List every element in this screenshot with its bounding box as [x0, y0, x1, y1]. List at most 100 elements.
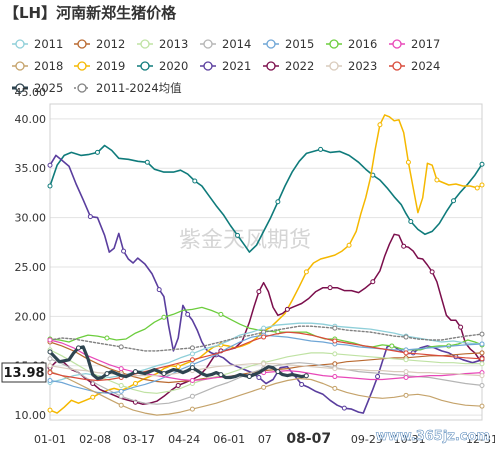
series-point-2023: [404, 370, 408, 374]
series-point-2014: [480, 383, 484, 387]
series-point-2013: [119, 383, 123, 387]
series-point-2020: [480, 162, 484, 166]
series-point-2021: [376, 375, 380, 379]
legend-swatch-marker: [393, 62, 401, 70]
series-point-2022: [459, 325, 463, 329]
legend-swatch-marker: [393, 40, 401, 48]
series-point-2025: [219, 373, 223, 377]
series-point-2020: [452, 199, 456, 203]
series-point-2018: [190, 407, 194, 411]
series-point-2012: [333, 362, 337, 366]
series-point-2021: [257, 376, 261, 380]
series-point-2021: [122, 249, 126, 253]
series-point-2011: [262, 326, 266, 330]
series-point-2025: [162, 372, 166, 376]
series-point-2025: [304, 374, 308, 378]
legend-label: 2024: [411, 59, 440, 73]
series-point-2025: [105, 372, 109, 376]
x-tick-label: 03-17: [123, 433, 155, 446]
series-point-2023: [262, 362, 266, 366]
series-point-20112024: [190, 346, 194, 350]
series-point-2020: [48, 184, 52, 188]
series-point-2024: [48, 371, 52, 375]
legend-swatch-marker: [267, 40, 275, 48]
legend-item: 2011-2024均值: [74, 81, 182, 95]
series-point-2024: [262, 335, 266, 339]
legend-swatch-marker: [141, 40, 149, 48]
y-tick-label-top: 45.00: [15, 86, 47, 99]
series-point-2017: [404, 376, 408, 380]
legend-swatch-marker: [204, 40, 212, 48]
watermark: 紫金天风期货: [179, 228, 311, 253]
legend-label: 2020: [159, 59, 188, 73]
legend-swatch-marker: [330, 40, 338, 48]
y-tick-label: 35.00: [15, 162, 47, 175]
legend-item: 2011: [12, 37, 63, 51]
series-point-20112024: [404, 335, 408, 339]
legend-swatch-marker: [78, 40, 86, 48]
series-layer: [48, 115, 484, 415]
legend-label: 2016: [348, 37, 377, 51]
current-value-box: 13.98: [2, 363, 46, 382]
series-point-2017: [119, 367, 123, 371]
legend-item: 2017: [389, 37, 440, 51]
series-point-2021: [48, 163, 52, 167]
series-point-2021: [88, 215, 92, 219]
series-point-2021: [157, 288, 161, 292]
series-point-2023: [333, 367, 337, 371]
series-point-2013: [404, 358, 408, 362]
legend-swatch-marker: [267, 62, 275, 70]
legend-item: 2024: [389, 59, 440, 73]
series-point-2019: [480, 183, 484, 187]
legend-item: 2019: [74, 59, 125, 73]
series-point-2018: [262, 385, 266, 389]
legend-label: 2013: [159, 37, 188, 51]
series-point-2019: [347, 243, 351, 247]
series-point-2020: [236, 233, 240, 237]
series-point-2018: [333, 386, 337, 390]
legend-label: 2018: [34, 59, 63, 73]
series-point-2019: [406, 160, 410, 164]
series-point-2025: [48, 350, 52, 354]
legend-label: 2023: [348, 59, 377, 73]
legend-item: 2015: [263, 37, 314, 51]
series-point-20112024: [333, 326, 337, 330]
series-point-2015: [119, 389, 123, 393]
series-point-2025: [247, 375, 251, 379]
series-point-2015: [480, 342, 484, 346]
x-tick-label: 06-01: [213, 433, 245, 446]
series-point-2018: [480, 404, 484, 408]
series-point-2018: [119, 403, 123, 407]
series-point-2019: [378, 123, 382, 127]
series-point-2022: [257, 290, 261, 294]
series-point-2012: [480, 351, 484, 355]
legend-swatch-marker: [78, 84, 86, 92]
y-tick-label: 30.00: [15, 212, 47, 225]
y-tick-label: 40.00: [15, 113, 47, 126]
series-point-2025: [76, 346, 80, 350]
series-point-2011: [190, 352, 194, 356]
source-mark: www.365jz.com: [376, 429, 490, 444]
series-point-2019: [176, 365, 180, 369]
series-point-2025: [276, 370, 280, 374]
series-point-2014: [48, 357, 52, 361]
series-point-2022: [176, 383, 180, 387]
series-point-2020: [319, 147, 323, 151]
series-point-2024: [190, 358, 194, 362]
series-point-2019: [475, 186, 479, 190]
legend-label: 2012: [96, 37, 125, 51]
series-point-2023: [480, 374, 484, 378]
series-point-2024: [333, 339, 337, 343]
series-point-2022: [371, 280, 375, 284]
series-point-2014: [190, 394, 194, 398]
series-point-2020: [193, 179, 197, 183]
x-tick-label: 07: [258, 433, 272, 446]
series-point-2020: [145, 160, 149, 164]
legend-label: 2022: [285, 59, 314, 73]
series-point-2021: [300, 382, 304, 386]
series-point-2024: [404, 351, 408, 355]
series-point-2022: [402, 244, 406, 248]
series-point-2013: [480, 362, 484, 366]
series-point-2019: [133, 381, 137, 385]
y-tick-label: 10.00: [15, 409, 47, 422]
